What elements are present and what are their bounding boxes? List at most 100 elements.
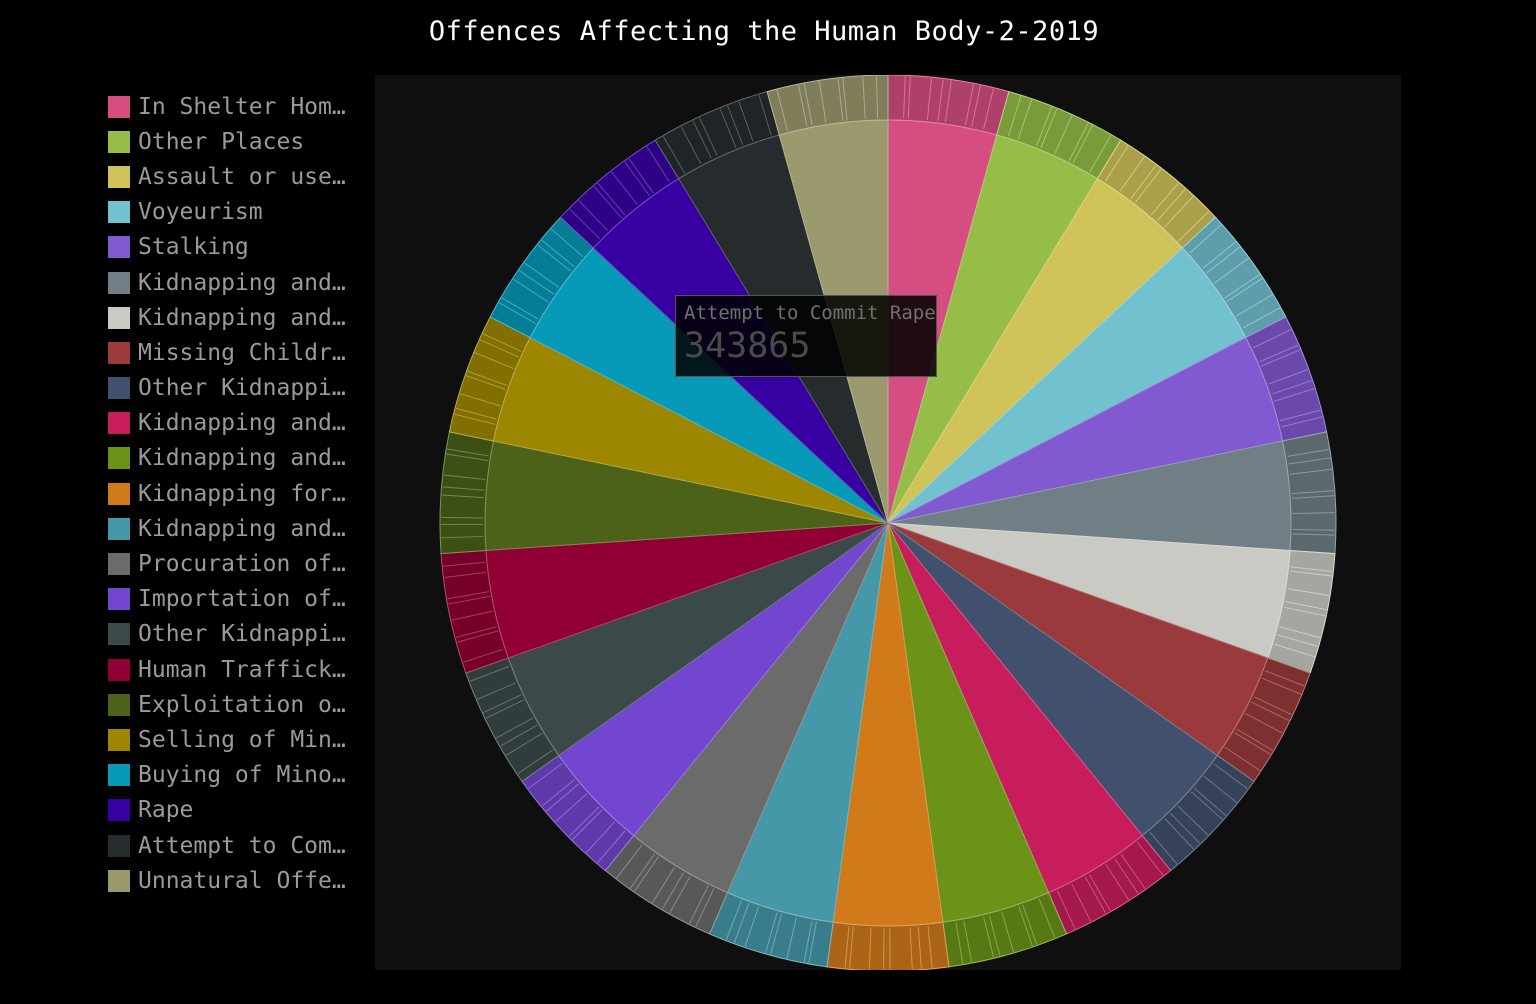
legend-label: Rape <box>138 797 194 824</box>
legend-item[interactable]: Buying of Mino… <box>108 758 358 793</box>
legend-label: Kidnapping and… <box>138 515 346 542</box>
ring-tick <box>457 630 498 643</box>
ring-tick <box>1022 904 1038 945</box>
legend-label: Unnatural Offe… <box>138 867 346 894</box>
legend-item[interactable]: Missing Childr… <box>108 335 358 370</box>
legend-item[interactable]: Other Kidnappi… <box>108 617 358 652</box>
ring-tick <box>501 297 539 320</box>
legend-item[interactable]: Selling of Min… <box>108 722 358 757</box>
ring-tick <box>628 158 654 194</box>
ring-tick <box>611 171 638 206</box>
legend-swatch <box>108 236 130 259</box>
ring-tick <box>1150 182 1179 216</box>
ring-tick <box>463 648 504 663</box>
legend-swatch <box>108 764 130 787</box>
legend-swatch <box>108 482 130 505</box>
ring-tick <box>1279 626 1321 639</box>
ring-tick <box>477 682 517 700</box>
legend-item[interactable]: Rape <box>108 793 358 828</box>
legend-item[interactable]: Human Traffick… <box>108 652 358 687</box>
ring-tick <box>1120 854 1146 889</box>
legend-item[interactable]: Attempt to Com… <box>108 828 358 863</box>
legend-item[interactable]: Other Kidnappi… <box>108 371 358 406</box>
legend-item[interactable]: Kidnapping for… <box>108 476 358 511</box>
legend-swatch <box>108 728 130 751</box>
ring-tick <box>1190 791 1223 820</box>
ring-tick <box>1071 883 1092 922</box>
ring-tick <box>963 920 973 963</box>
ring-tick <box>1235 294 1273 317</box>
legend-swatch <box>108 341 130 364</box>
legend-swatch <box>108 588 130 611</box>
legend-item[interactable]: Kidnapping and… <box>108 441 358 476</box>
ring-tick <box>983 916 994 958</box>
ring-tick <box>1234 732 1271 755</box>
legend-label: Human Traffick… <box>138 656 346 683</box>
ring-tick <box>517 749 553 775</box>
ring-tick <box>1164 196 1194 228</box>
legend-item[interactable]: In Shelter Hom… <box>108 89 358 124</box>
ring-tick <box>1189 224 1222 254</box>
ring-tick <box>669 876 691 914</box>
ring-tick <box>849 926 854 969</box>
ring-tick <box>776 89 788 131</box>
legend-label: Selling of Min… <box>138 726 346 753</box>
legend-item[interactable]: Stalking <box>108 230 358 265</box>
ring-tick <box>695 888 715 927</box>
ring-tick <box>868 927 872 970</box>
ring-tick <box>818 81 827 123</box>
ring-tick <box>1156 188 1186 221</box>
legend-item[interactable]: Importation of… <box>108 582 358 617</box>
ring-tick <box>1018 906 1033 947</box>
ring-tick <box>634 856 659 892</box>
ring-tick <box>441 535 484 539</box>
ring-tick <box>876 76 879 119</box>
legend-item[interactable]: Procuration of… <box>108 546 358 581</box>
ring-tick <box>1264 670 1305 687</box>
ring-tick <box>568 806 600 837</box>
legend-item[interactable]: Other Places <box>108 124 358 159</box>
legend-label: Buying of Mino… <box>138 762 346 789</box>
legend-item[interactable]: Assault or use… <box>108 159 358 194</box>
ring-tick <box>500 724 538 747</box>
legend-item[interactable]: Exploitation o… <box>108 687 358 722</box>
legend-item[interactable]: Voyeurism <box>108 195 358 230</box>
pie-slice-ring[interactable] <box>439 431 495 555</box>
legend-swatch <box>108 412 130 435</box>
ring-tick <box>738 101 754 142</box>
legend-swatch <box>108 95 130 118</box>
legend-label: Exploitation o… <box>138 691 346 718</box>
ring-tick <box>1284 606 1326 617</box>
ring-tick <box>646 146 670 183</box>
plot-area <box>375 75 1401 970</box>
legend-item[interactable]: Kidnapping and… <box>108 265 358 300</box>
ring-tick <box>927 925 933 968</box>
ring-tick <box>971 85 981 127</box>
ring-tick <box>926 78 932 120</box>
legend-label: Kidnapping and… <box>138 304 346 331</box>
ring-tick <box>1285 600 1327 611</box>
ring-tick <box>1245 712 1283 734</box>
ring-tick <box>569 208 600 240</box>
ring-tick <box>1170 812 1201 844</box>
legend-item[interactable]: Kidnapping and… <box>108 406 358 441</box>
ring-tick <box>1105 864 1129 901</box>
ring-tick <box>474 352 514 370</box>
ring-tick <box>903 76 906 119</box>
pie-slice-ring[interactable] <box>766 75 889 136</box>
legend-item[interactable]: Unnatural Offe… <box>108 863 358 898</box>
ring-tick <box>944 80 952 123</box>
ring-tick <box>1226 278 1263 302</box>
ring-tick <box>662 872 685 910</box>
ring-tick <box>1261 677 1302 695</box>
ring-tick <box>837 78 844 121</box>
ring-tick <box>907 76 911 119</box>
legend-swatch <box>108 693 130 716</box>
ring-tick <box>546 783 579 812</box>
ring-tick <box>1001 911 1014 953</box>
legend-item[interactable]: Kidnapping and… <box>108 300 358 335</box>
ring-tick <box>1017 99 1033 140</box>
ring-tick <box>1292 529 1335 531</box>
ring-tick <box>443 474 486 481</box>
legend-item[interactable]: Kidnapping and… <box>108 511 358 546</box>
